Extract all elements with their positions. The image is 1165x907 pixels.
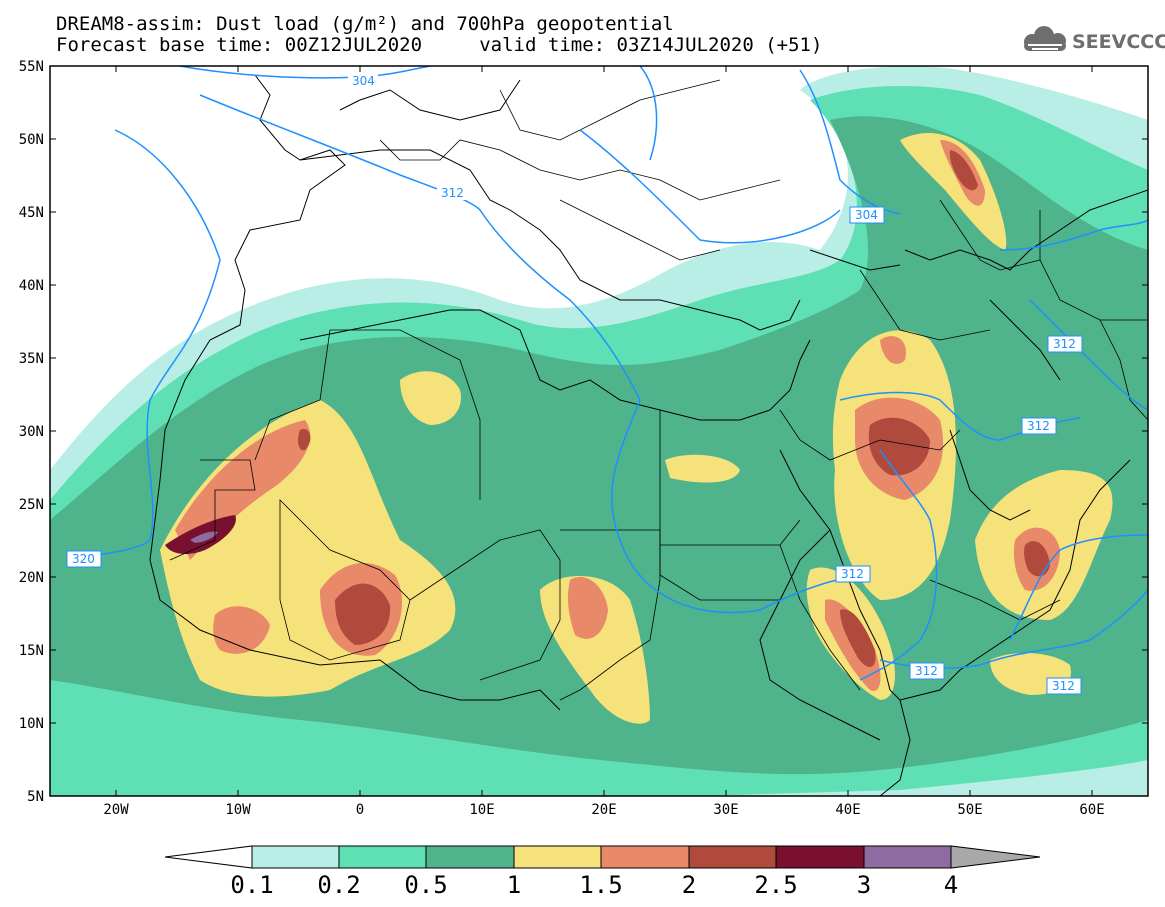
contour-label-text: 304 — [855, 208, 878, 222]
lat-label: 20N — [19, 570, 44, 586]
contour-label-group: 304 312 304 312 320 312 312 312 312 — [66, 73, 1083, 695]
colorbar — [164, 845, 1041, 869]
colorbar-cell — [775, 845, 865, 869]
colorbar-label: 2 — [682, 871, 696, 899]
lon-label: 0 — [356, 802, 364, 818]
dust-shading — [50, 66, 1148, 796]
colorbar-label: 2.5 — [754, 871, 797, 899]
contour-label-text: 320 — [72, 552, 95, 566]
colorbar-label: 0.5 — [404, 871, 447, 899]
lat-label: 50N — [19, 132, 44, 148]
colorbar-label: 3 — [857, 871, 871, 899]
contour-label-text: 312 — [841, 567, 864, 581]
lat-label: 35N — [19, 351, 44, 367]
contour-label-text: 312 — [1052, 679, 1075, 693]
lon-label: 60E — [1079, 802, 1104, 818]
lon-label: 10E — [469, 802, 494, 818]
map-title: DREAM8-assim: Dust load (g/m²) and 700hP… — [56, 13, 674, 35]
contour-label: 312 — [437, 185, 467, 200]
dust-band-3.0 — [190, 531, 218, 543]
lat-axis — [50, 65, 1148, 724]
colorbar-label: 4 — [944, 871, 958, 899]
contour-label: 304 — [849, 206, 885, 224]
contour-label: 304 — [348, 73, 378, 88]
contour-label: 312 — [1046, 677, 1082, 695]
contour-label-text: 304 — [352, 74, 375, 88]
lon-label: 40E — [835, 802, 860, 818]
lat-label: 30N — [19, 424, 44, 440]
forecast-times: Forecast base time: 00Z12JUL2020 valid t… — [56, 34, 823, 56]
lat-label: 25N — [19, 497, 44, 513]
country-borders — [169, 79, 1148, 701]
lon-label: 30E — [713, 802, 738, 818]
dust-band-2.5 — [165, 515, 236, 555]
colorbar-label: 1.5 — [579, 871, 622, 899]
contour-label-text: 312 — [1053, 337, 1076, 351]
colorbar-cell — [513, 845, 602, 869]
contour-label-text: 312 — [441, 186, 464, 200]
colorbar-cell — [688, 845, 777, 869]
colorbar-cell — [425, 845, 515, 869]
contour-label: 312 — [909, 662, 945, 680]
lon-label: 50E — [957, 802, 982, 818]
lat-label: 15N — [19, 643, 44, 659]
lat-label: 10N — [19, 716, 44, 732]
lat-label: 5N — [27, 789, 44, 805]
colorbar-left-arrow — [164, 845, 253, 869]
lon-axis — [115, 66, 1093, 796]
colorbar-cell — [600, 845, 690, 869]
coastlines — [149, 74, 1148, 796]
cloud-icon — [1024, 26, 1066, 51]
colorbar-right-arrow — [950, 845, 1041, 869]
contour-label: 312 — [1021, 417, 1057, 435]
contour-label: 312 — [1047, 335, 1083, 353]
lat-label: 55N — [19, 59, 44, 75]
lon-label: 20E — [591, 802, 616, 818]
colorbar-label: 0.1 — [230, 871, 273, 899]
contour-label: 320 — [66, 550, 102, 568]
colorbar-label: 0.2 — [317, 871, 360, 899]
colorbar-cell — [338, 845, 427, 869]
colorbar-cell — [251, 845, 340, 869]
lon-label: 20W — [103, 802, 129, 818]
lat-label: 45N — [19, 205, 44, 221]
lat-label: 40N — [19, 278, 44, 294]
contour-label-text: 312 — [915, 664, 938, 678]
dust-band-2.0 — [297, 150, 1050, 668]
logo-text: SEEVCCC — [1072, 31, 1165, 53]
colorbar-label: 1 — [507, 871, 521, 899]
lon-label: 10W — [225, 802, 251, 818]
contour-label-text: 312 — [1027, 419, 1050, 433]
contour-label: 312 — [835, 565, 871, 583]
colorbar-cell — [863, 845, 952, 869]
